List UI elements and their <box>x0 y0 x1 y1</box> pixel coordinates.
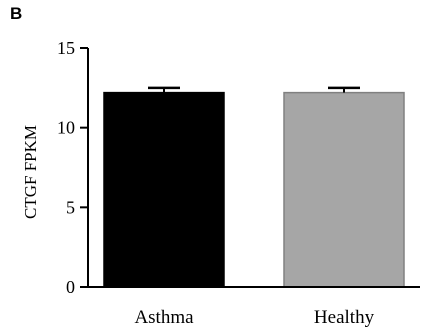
bar-asthma <box>103 91 225 288</box>
y-tick-label: 15 <box>57 38 75 58</box>
y-tick-label: 10 <box>57 118 75 138</box>
bars <box>103 91 405 288</box>
y-tick-label: 5 <box>66 197 75 217</box>
panel-label: B <box>10 4 22 23</box>
error-bars <box>148 86 360 93</box>
y-tick-label: 0 <box>66 277 75 297</box>
y-axis-ticks: 0 5 10 15 <box>57 38 88 297</box>
x-axis-labels: Asthma Healthy <box>134 307 374 328</box>
bar-healthy <box>283 91 405 288</box>
x-tick-label-healthy: Healthy <box>314 307 375 328</box>
x-tick-label-asthma: Asthma <box>134 307 194 328</box>
y-axis-title: CTGF FPKM <box>21 125 40 219</box>
